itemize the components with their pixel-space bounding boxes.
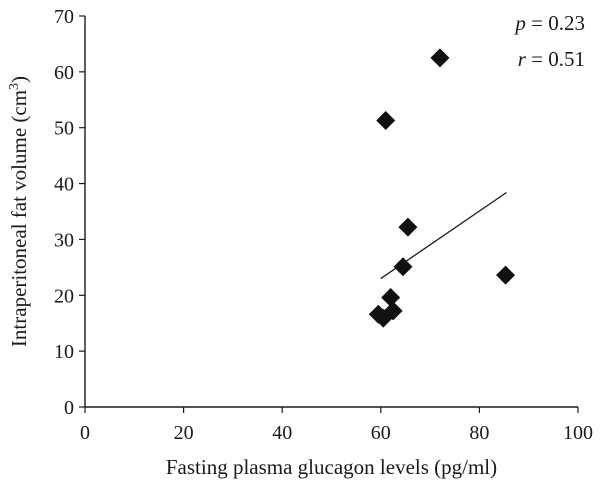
x-axis-title: Fasting plasma glucagon levels (pg/ml) bbox=[166, 455, 497, 479]
y-axis-title: Intraperitoneal fat volume (cm3) bbox=[7, 76, 31, 347]
y-axis-title-end: ) bbox=[7, 76, 31, 83]
p-value-annotation: p = 0.23 bbox=[513, 11, 585, 35]
p-symbol: p bbox=[513, 11, 526, 35]
x-tick-label: 100 bbox=[563, 422, 593, 444]
y-tick-label: 40 bbox=[54, 174, 74, 196]
y-tick-label: 50 bbox=[54, 118, 74, 140]
y-tick-label: 0 bbox=[64, 397, 74, 419]
r-value-annotation: r = 0.51 bbox=[518, 47, 585, 71]
y-tick-label: 10 bbox=[54, 341, 74, 363]
x-tick-label: 80 bbox=[469, 422, 489, 444]
y-axis-ticks: 0 10 20 30 40 50 60 70 bbox=[54, 6, 85, 419]
data-point-3 bbox=[398, 217, 418, 237]
x-tick-label: 0 bbox=[80, 422, 90, 444]
data-point-6 bbox=[381, 288, 401, 308]
r-symbol: r bbox=[518, 47, 527, 71]
data-point-5 bbox=[496, 265, 516, 285]
y-tick-label: 60 bbox=[54, 62, 74, 84]
y-axis-title-superscript: 3 bbox=[7, 83, 22, 90]
data-points bbox=[368, 48, 516, 328]
x-axis-ticks: 0 20 40 60 80 100 bbox=[80, 407, 593, 444]
y-axis-title-main: Intraperitoneal fat volume (cm bbox=[7, 90, 31, 347]
x-tick-label: 20 bbox=[174, 422, 194, 444]
x-tick-label: 40 bbox=[272, 422, 292, 444]
y-tick-label: 30 bbox=[54, 229, 74, 251]
data-point-1 bbox=[430, 48, 450, 68]
r-value: = 0.51 bbox=[526, 47, 585, 71]
p-value: = 0.23 bbox=[526, 11, 585, 35]
y-tick-label: 20 bbox=[54, 285, 74, 307]
data-point-9 bbox=[373, 308, 393, 328]
x-tick-label: 60 bbox=[371, 422, 391, 444]
axes bbox=[84, 16, 578, 408]
data-point-2 bbox=[376, 110, 396, 130]
y-tick-label: 70 bbox=[54, 6, 74, 28]
data-point-4 bbox=[393, 257, 413, 277]
